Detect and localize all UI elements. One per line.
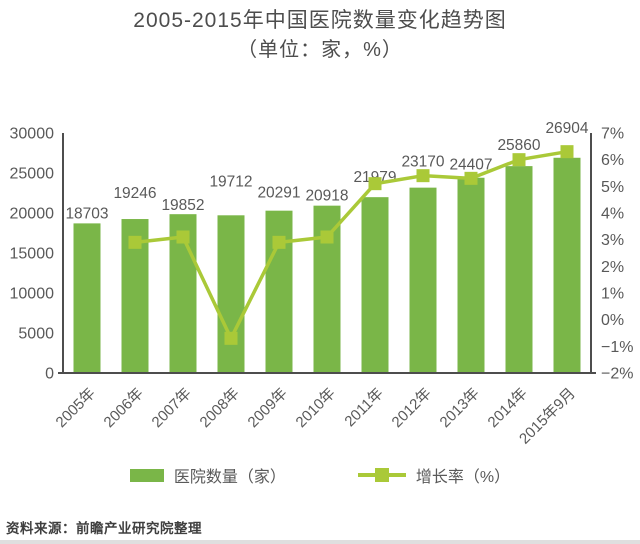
- line-marker-swatch: [374, 468, 389, 482]
- bar-value-label: 20918: [305, 188, 348, 205]
- bar-value-label: 19246: [113, 185, 156, 202]
- growth-line-marker: [416, 169, 430, 183]
- x-axis-category-label: 2007年: [149, 385, 195, 431]
- right-axis-tick-label: 7%: [601, 126, 624, 143]
- right-axis-tick-label: 2%: [601, 259, 624, 276]
- x-axis-category-label: 2014年: [485, 385, 531, 431]
- combo-chart: 0 5000 10000 15000 20000 25000 30000 −2% −1% 0% 1%…: [10, 120, 634, 448]
- left-axis-tick-label: 20000: [10, 206, 55, 223]
- right-axis-tick-label: 4%: [601, 206, 624, 223]
- chart-title: 2005-2015年中国医院数量变化趋势图: [133, 9, 507, 32]
- growth-line: [134, 149, 568, 341]
- x-axis-category-label: 2005年: [53, 385, 99, 431]
- bar: [361, 197, 389, 373]
- x-axis-category-label: 2010年: [293, 385, 339, 431]
- left-axis-tick-label: 25000: [10, 166, 55, 183]
- right-axis-tick-label: 1%: [601, 286, 624, 303]
- growth-line-marker: [320, 230, 334, 244]
- bar: [265, 210, 293, 373]
- bar-series-swatch: [129, 468, 164, 482]
- bar-value-label: 23170: [401, 154, 444, 171]
- growth-line-marker: [368, 177, 382, 191]
- x-axis-category-label: 2006年: [101, 385, 147, 431]
- bar: [505, 166, 533, 373]
- bar: [553, 157, 581, 373]
- right-axis-tick-label: 0%: [601, 312, 624, 329]
- bar-value-label: 25860: [497, 137, 540, 154]
- chart-subtitle: （单位：家，%）: [237, 39, 403, 61]
- bar-value-label: 19712: [209, 173, 252, 190]
- x-axis-category-label: 2011年: [341, 385, 386, 430]
- chart-header: 2005-2015年中国医院数量变化趋势图 （单位：家，%）: [0, 6, 640, 64]
- bar: [457, 177, 485, 373]
- growth-line-marker: [560, 145, 574, 159]
- right-axis-tick-label: −1%: [601, 339, 633, 356]
- bar-value-label: 19852: [161, 197, 204, 214]
- right-axis-tick-label: 3%: [601, 232, 624, 249]
- legend-item-hospital-count: 医院数量（家）: [129, 463, 286, 487]
- bar-value-label: 20291: [257, 185, 300, 202]
- left-axis-tick-label: 30000: [10, 126, 55, 143]
- growth-line-marker: [176, 230, 190, 244]
- left-axis-tick-label: 0: [45, 366, 54, 383]
- line-series-label: 增长率（%）: [415, 469, 511, 486]
- bar-series-label: 医院数量（家）: [173, 469, 286, 486]
- bottom-divider: [0, 540, 640, 544]
- line-series-swatch: [357, 468, 406, 482]
- growth-line-marker: [128, 235, 142, 249]
- right-axis-tick-label: 6%: [601, 152, 624, 169]
- bar-value-label: 26904: [545, 120, 588, 137]
- x-axis-category-label: 2013年: [437, 385, 483, 431]
- bar: [217, 215, 245, 373]
- left-axis-tick-label: 10000: [10, 286, 55, 303]
- x-axis-category-label: 2009年: [245, 385, 291, 431]
- bar-value-label: 24407: [449, 157, 492, 174]
- x-axis-category-label: 2008年: [197, 385, 243, 431]
- right-axis-tick-label: 5%: [601, 179, 624, 196]
- growth-line-marker: [512, 153, 526, 167]
- bar-value-label: 18703: [65, 205, 108, 222]
- x-axis-category-label: 2012年: [389, 385, 435, 431]
- growth-line-marker: [272, 235, 286, 249]
- legend: 医院数量（家） 增长率（%）: [0, 463, 640, 487]
- bar: [409, 187, 437, 373]
- legend-item-growth-rate: 增长率（%）: [357, 463, 511, 487]
- left-axis-tick-label: 15000: [10, 246, 55, 263]
- source-note: 资料来源：前瞻产业研究院整理: [6, 521, 202, 536]
- right-axis-tick-label: −2%: [601, 366, 633, 383]
- left-axis-tick-label: 5000: [18, 326, 54, 343]
- bar: [73, 223, 101, 373]
- growth-line-marker: [464, 171, 478, 185]
- growth-line-marker: [224, 331, 238, 345]
